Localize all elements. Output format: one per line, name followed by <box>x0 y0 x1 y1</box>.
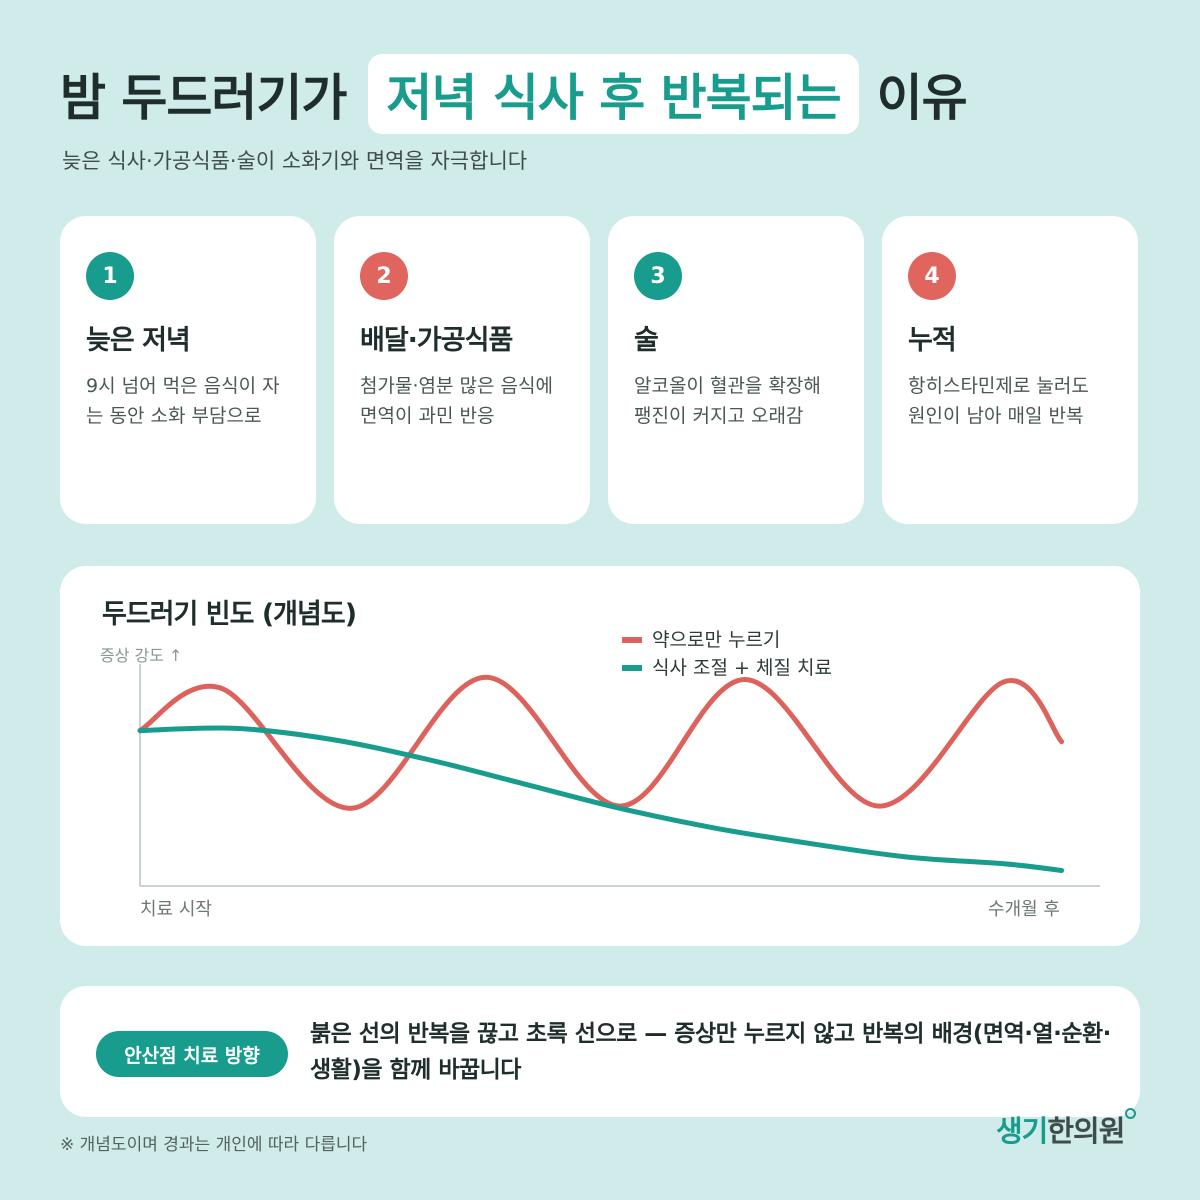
treatment-direction-panel: 안산점 치료 방향 붉은 선의 반복을 끊고 초록 선으로 — 증상만 누르지 … <box>60 986 1140 1117</box>
title-prefix: 밤 두드러기가 <box>60 69 347 127</box>
legend-label-teal: 식사 조절 + 체질 치료 <box>652 657 832 679</box>
x-start-label: 치료 시작 <box>140 899 212 920</box>
chart-title: 두드러기 빈도 (개념도) <box>102 599 357 630</box>
branch-pill: 안산점 치료 방향 <box>96 1031 288 1077</box>
page-subtitle: 늦은 식사·가공식품·술이 소화기와 면역을 자극합니다 <box>62 149 528 173</box>
cause-card-1: 1 늦은 저녁 9시 넘어 먹은 음식이 자는 동안 소화 부담으로 <box>60 216 316 524</box>
logo-circle-icon <box>1125 1108 1137 1119</box>
logo-part-2: 한의원 <box>1047 1114 1125 1148</box>
chart-svg: 증상 강도 ↑ 치료 시작 수개월 후 약으로만 누르기 식사 조절 + 체질 … <box>100 629 1100 920</box>
number-badge: 2 <box>360 252 408 300</box>
y-axis-label: 증상 강도 ↑ <box>100 646 182 665</box>
cause-card-2: 2 배달·가공식품 첨가물·염분 많은 음식에 면역이 과민 반응 <box>334 216 590 524</box>
x-end-label: 수개월 후 <box>988 899 1060 920</box>
number-badge: 3 <box>634 252 682 300</box>
card-title: 늦은 저녁 <box>86 325 191 356</box>
card-title: 배달·가공식품 <box>360 325 513 356</box>
clinic-logo: 생기한의원 <box>996 1108 1137 1150</box>
card-title: 누적 <box>908 325 957 356</box>
card-description: 첨가물·염분 많은 음식에 면역이 과민 반응 <box>360 375 553 427</box>
title-suffix: 이유 <box>876 69 968 127</box>
card-description: 9시 넘어 먹은 음식이 자는 동안 소화 부담으로 <box>86 375 280 427</box>
page-title: 밤 두드러기가 저녁 식사 후 반복되는 이유 <box>60 52 968 136</box>
chart-panel: 두드러기 빈도 (개념도) 증상 강도 ↑ 치료 시작 수개월 후 약으로만 누… <box>60 566 1140 946</box>
cause-card-3: 3 술 알코올이 혈관을 확장해 팽진이 커지고 오래감 <box>608 216 864 524</box>
footnote: ※ 개념도이며 경과는 개인에 따라 다릅니다 <box>60 1135 368 1155</box>
title-highlight: 저녁 식사 후 반복되는 <box>368 54 859 134</box>
number-badge: 4 <box>908 252 956 300</box>
logo-part-1: 생기 <box>996 1114 1048 1148</box>
series-line-red <box>137 674 1065 811</box>
number-badge: 1 <box>86 252 134 300</box>
cause-card-4: 4 누적 항히스타민제로 눌러도 원인이 남아 매일 반복 <box>882 216 1138 524</box>
card-description: 알코올이 혈관을 확장해 팽진이 커지고 오래감 <box>634 375 821 427</box>
treatment-message: 붉은 선의 반복을 끊고 초록 선으로 — 증상만 누르지 않고 반복의 배경(… <box>310 1021 1111 1083</box>
legend-label-red: 약으로만 누르기 <box>652 629 780 651</box>
card-title: 술 <box>634 325 659 356</box>
card-description: 항히스타민제로 눌러도 원인이 남아 매일 반복 <box>908 375 1089 427</box>
series-line-teal <box>137 725 1065 873</box>
